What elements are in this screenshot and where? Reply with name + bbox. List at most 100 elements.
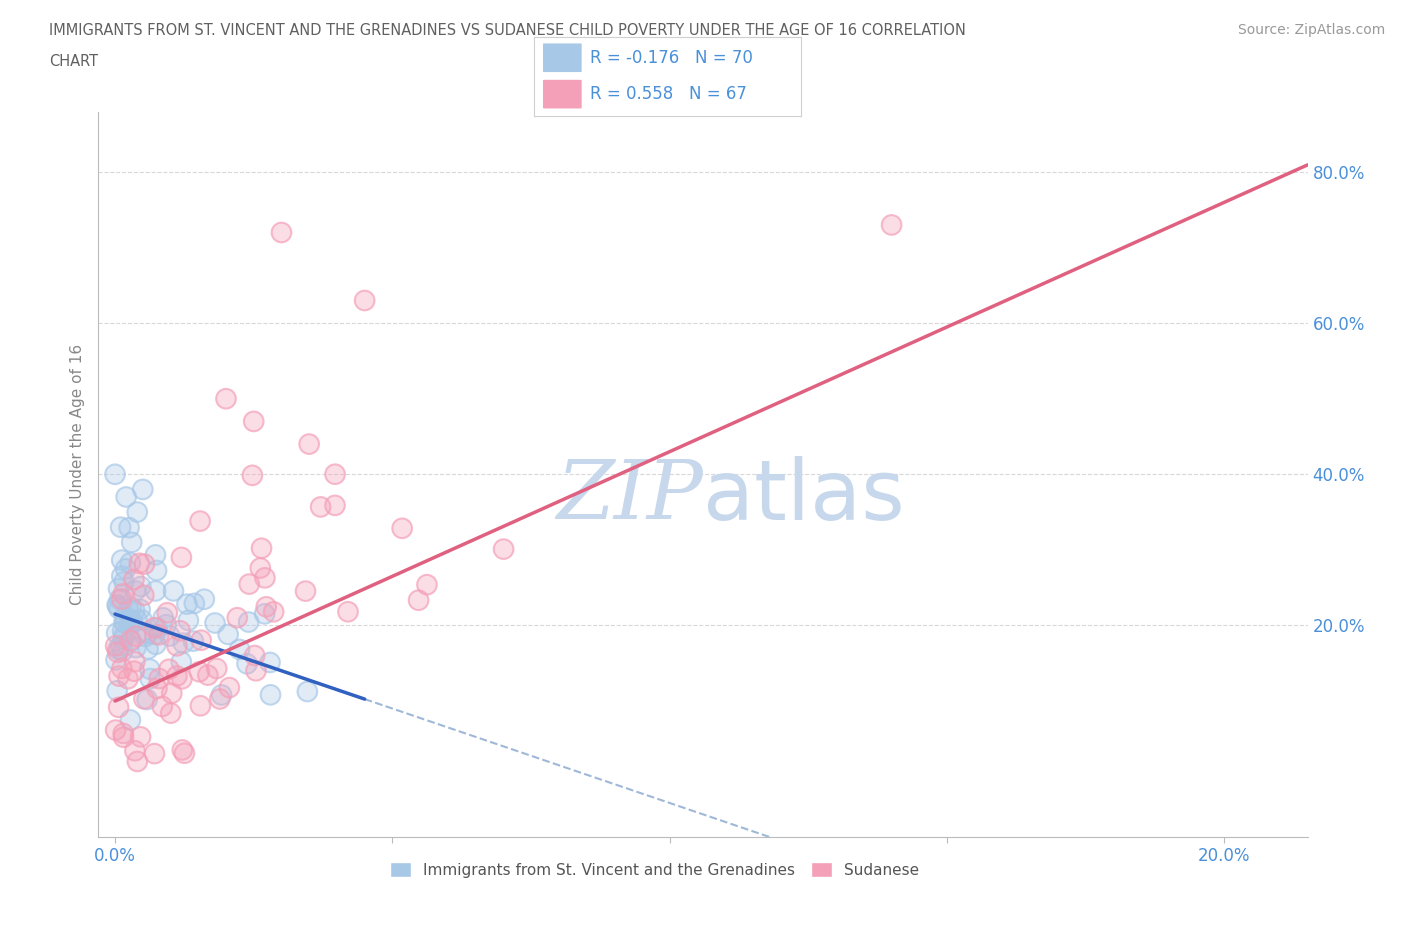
Point	[120, 600, 142, 615]
Point	[127, 754, 149, 769]
Point	[250, 541, 273, 556]
Point	[118, 520, 141, 535]
Point	[136, 626, 159, 641]
Point	[259, 687, 281, 702]
Point	[408, 592, 430, 607]
Point	[172, 742, 194, 757]
Text: ZIP: ZIP	[557, 456, 703, 536]
Point	[105, 597, 128, 612]
Point	[880, 218, 903, 232]
Point	[129, 602, 152, 617]
Point	[250, 541, 273, 556]
Point	[152, 610, 174, 625]
Point	[183, 596, 205, 611]
Point	[270, 225, 292, 240]
Point	[259, 655, 281, 670]
Point	[176, 597, 198, 612]
Point	[145, 548, 167, 563]
Point	[145, 563, 167, 578]
Point	[298, 437, 321, 452]
Point	[145, 583, 167, 598]
Point	[238, 615, 260, 630]
Point	[104, 467, 127, 482]
Point	[156, 605, 179, 620]
Point	[337, 604, 360, 619]
Point	[120, 555, 142, 570]
Point	[120, 633, 142, 648]
Point	[148, 671, 170, 686]
Point	[323, 498, 346, 512]
Point	[122, 664, 145, 679]
Point	[136, 642, 159, 657]
Point	[170, 655, 193, 670]
Point	[152, 610, 174, 625]
Point	[127, 754, 149, 769]
Point	[129, 602, 152, 617]
Point	[166, 669, 188, 684]
Point	[157, 662, 180, 677]
Point	[118, 520, 141, 535]
Point	[129, 729, 152, 744]
Point	[208, 692, 231, 707]
Point	[190, 698, 212, 713]
Y-axis label: Child Poverty Under the Age of 16: Child Poverty Under the Age of 16	[70, 344, 86, 604]
Point	[111, 661, 134, 676]
Point	[104, 653, 127, 668]
Point	[236, 657, 259, 671]
Point	[118, 615, 141, 630]
Point	[121, 615, 143, 630]
Point	[111, 568, 134, 583]
Point	[193, 591, 215, 606]
Point	[112, 615, 135, 630]
Point	[217, 627, 239, 642]
Point	[129, 579, 152, 594]
Point	[242, 468, 264, 483]
Point	[259, 655, 281, 670]
Point	[111, 568, 134, 583]
Point	[104, 723, 127, 737]
Point	[120, 555, 142, 570]
Point	[112, 587, 135, 602]
Point	[127, 505, 149, 520]
Point	[183, 633, 205, 648]
Point	[254, 599, 277, 614]
Point	[104, 723, 127, 737]
Point	[160, 685, 183, 700]
Point	[408, 592, 430, 607]
Point	[139, 671, 162, 686]
Point	[159, 706, 181, 721]
Point	[416, 578, 439, 592]
Point	[309, 499, 332, 514]
Point	[104, 467, 127, 482]
Point	[107, 644, 129, 659]
Point	[143, 627, 166, 642]
Point	[115, 489, 138, 504]
Point	[104, 653, 127, 668]
Point	[124, 603, 146, 618]
Point	[249, 561, 271, 576]
Point	[121, 614, 143, 629]
Point	[124, 603, 146, 618]
Point	[110, 638, 132, 653]
Point	[143, 746, 166, 761]
Point	[105, 684, 128, 698]
Point	[117, 671, 139, 686]
Point	[173, 746, 195, 761]
Point	[242, 468, 264, 483]
Point	[253, 606, 276, 621]
Point	[105, 684, 128, 698]
Point	[166, 638, 188, 653]
Point	[121, 535, 143, 550]
Point	[118, 615, 141, 630]
Point	[177, 613, 200, 628]
Point	[105, 626, 128, 641]
Legend: Immigrants from St. Vincent and the Grenadines, Sudanese: Immigrants from St. Vincent and the Gren…	[384, 856, 925, 884]
Point	[880, 218, 903, 232]
Point	[177, 613, 200, 628]
Point	[190, 632, 212, 647]
Point	[108, 669, 131, 684]
Point	[111, 591, 134, 606]
Point	[238, 577, 260, 591]
Point	[108, 592, 131, 607]
Point	[112, 575, 135, 590]
